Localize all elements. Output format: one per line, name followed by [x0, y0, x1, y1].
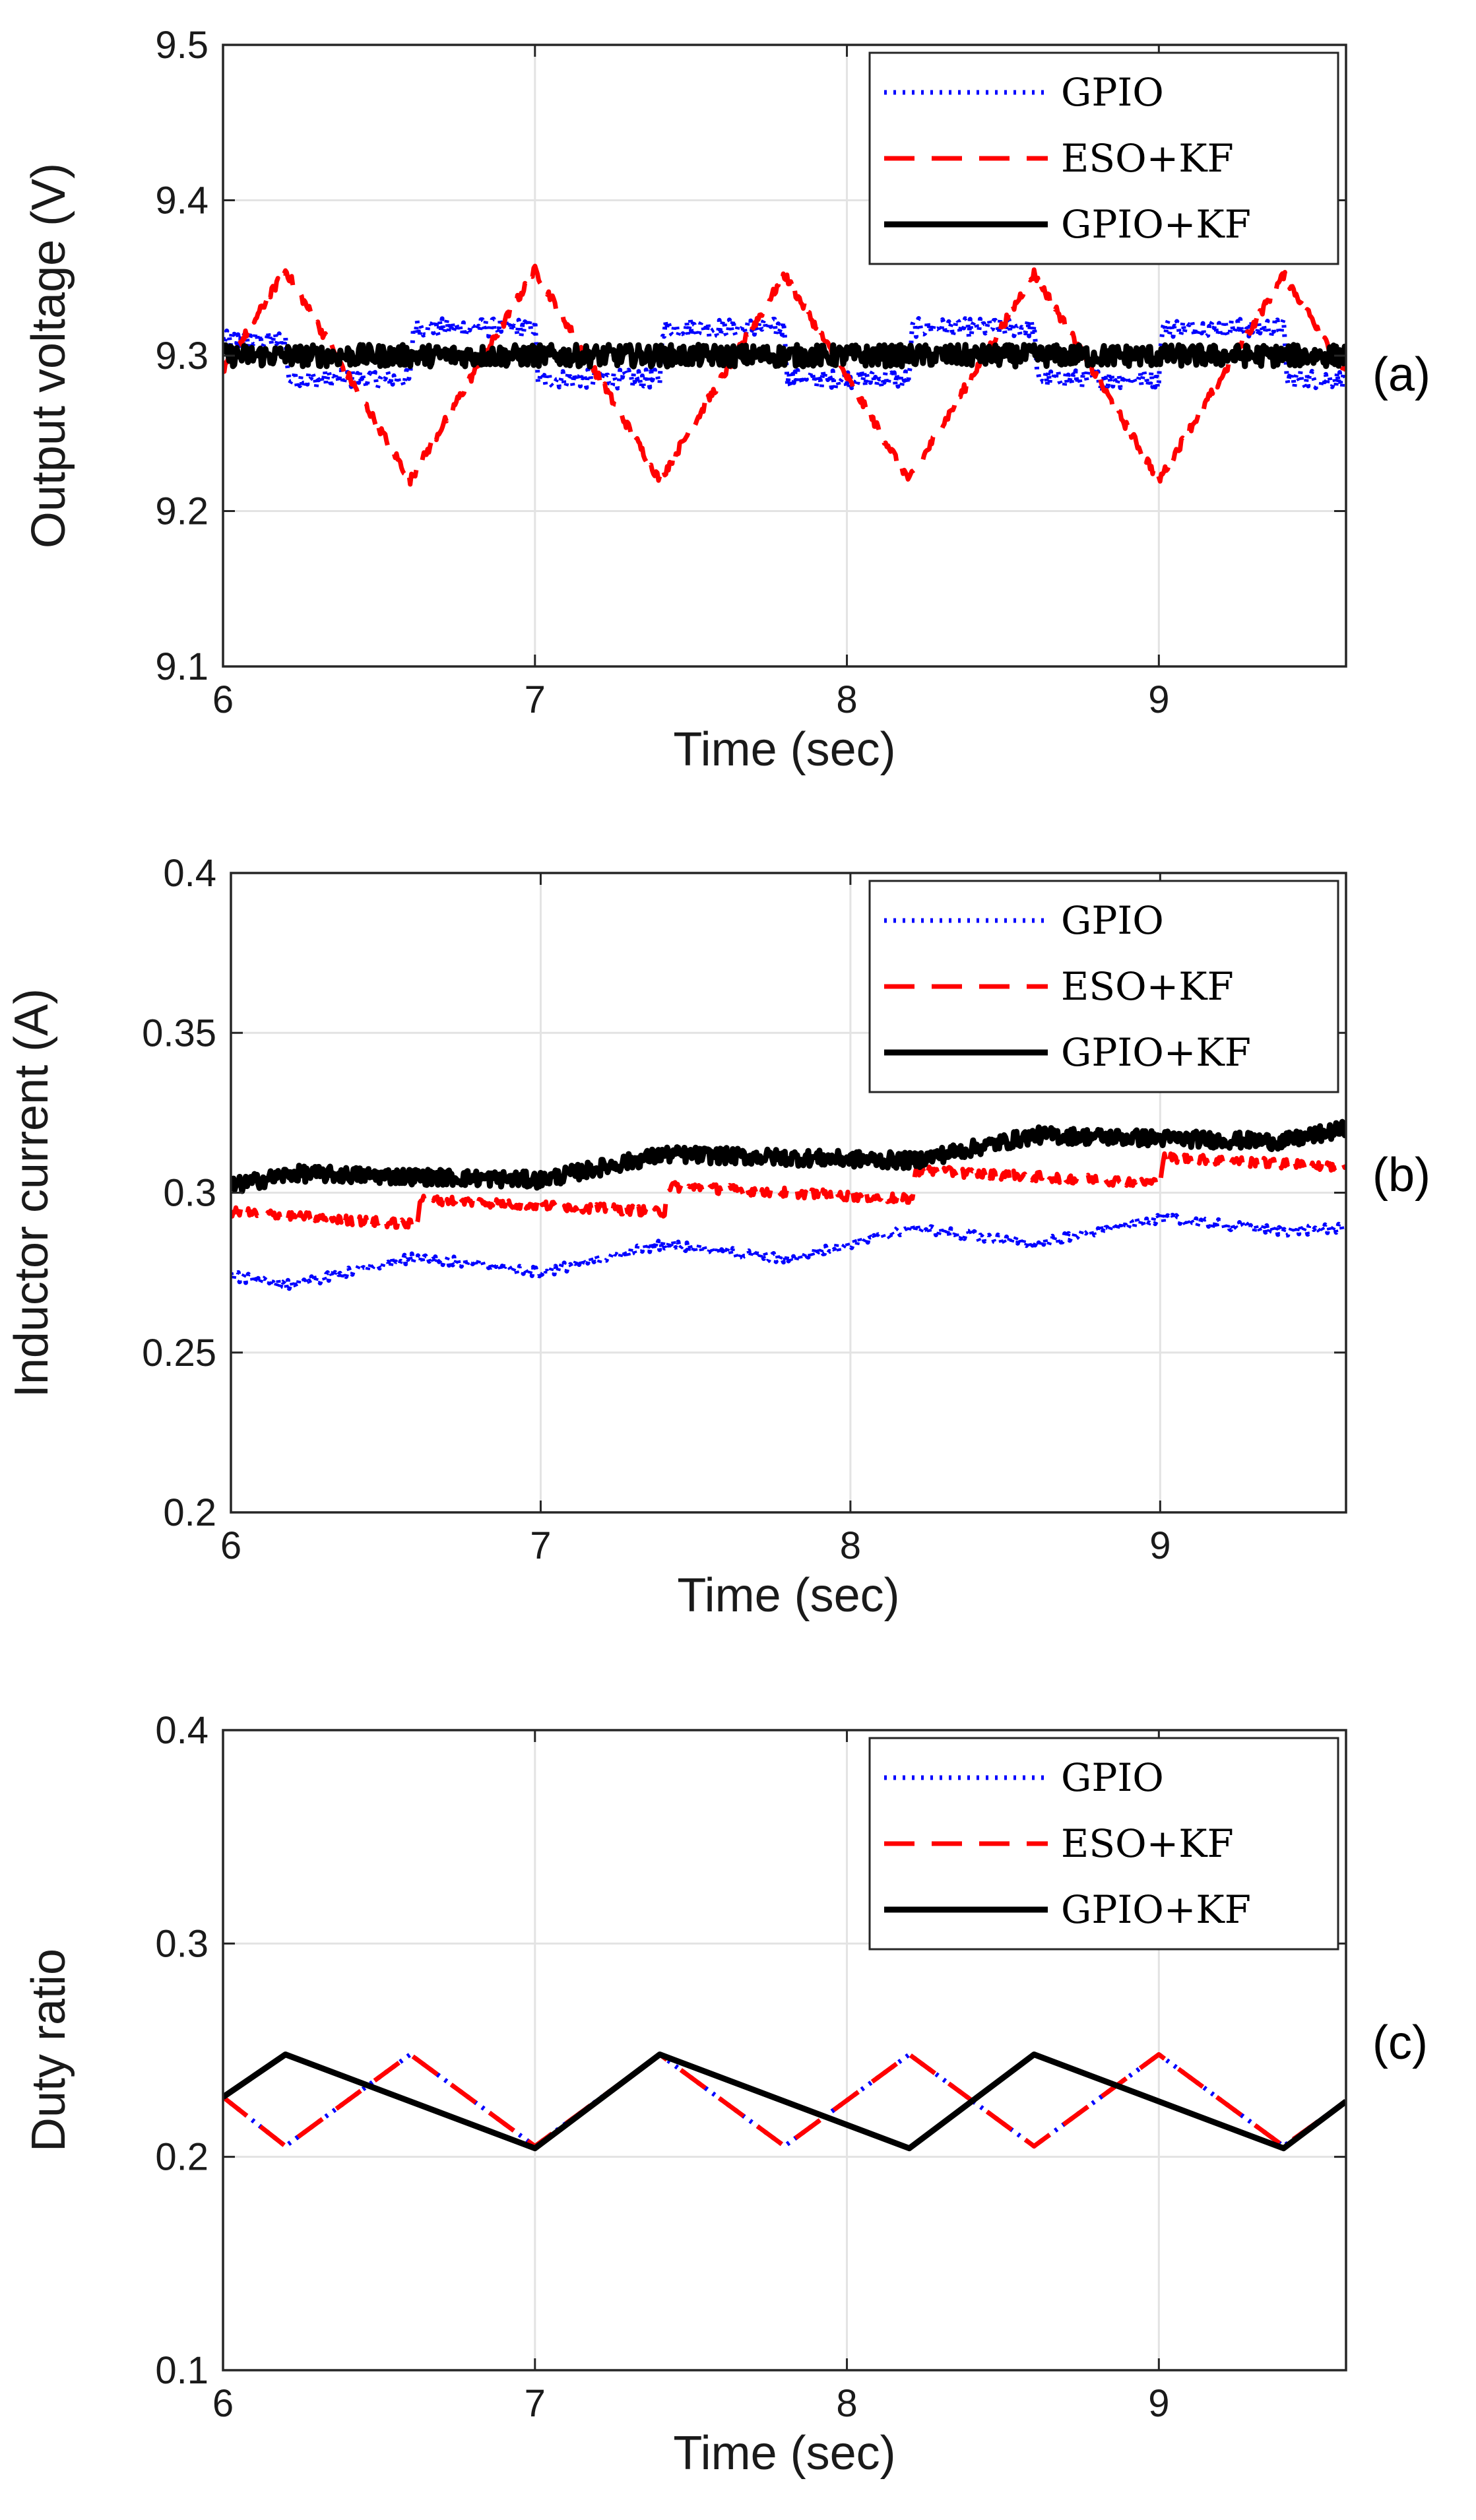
x-tick-label: 8 — [836, 2382, 857, 2425]
series-line-gpio — [231, 1211, 1346, 1291]
series-line-gpio-kf — [223, 342, 1346, 370]
y-tick-label: 0.35 — [142, 1012, 216, 1054]
chart-panel-1: 6 7 8 9 9.1 9.2 9.3 9.4 9.5 Time (sec) Output volt… — [22, 24, 1430, 776]
y-tick-label: 0.25 — [142, 1332, 216, 1374]
y-tick-label: 0.3 — [163, 1172, 216, 1215]
y-tick-label: 9.3 — [155, 335, 209, 377]
y-axis-title: Output voltage (V) — [22, 163, 75, 548]
y-axis-title: Duty ratio — [22, 1949, 75, 2152]
legend: GPIO ESO+KF GPIO+KF — [868, 1737, 1339, 1951]
legend-label: GPIO — [1061, 70, 1164, 115]
legend-label: GPIO+KF — [1061, 202, 1251, 247]
series-group — [223, 263, 1346, 487]
y-tick-label: 0.3 — [155, 1922, 209, 1965]
legend-label: GPIO+KF — [1061, 1887, 1251, 1932]
x-tick-label: 9 — [1149, 1524, 1171, 1567]
legend: GPIO ESO+KF GPIO+KF — [868, 51, 1339, 265]
panel-label: (a) — [1372, 348, 1430, 401]
series-line-gpio-kf — [231, 1118, 1346, 1194]
x-tick-label: 6 — [212, 2382, 234, 2425]
y-tick-label: 0.2 — [155, 2136, 209, 2179]
x-axis-title: Time (sec) — [677, 1569, 899, 1622]
legend: GPIO ESO+KF GPIO+KF — [868, 880, 1339, 1093]
y-axis-title: Inductor current (A) — [5, 988, 58, 1398]
y-tick-label: 0.1 — [155, 2349, 209, 2392]
legend-label: ESO+KF — [1061, 136, 1234, 181]
legend-label: ESO+KF — [1061, 964, 1234, 1009]
x-axis-title: Time (sec) — [673, 723, 895, 776]
panel-label: (b) — [1372, 1149, 1430, 1202]
x-axis-title: Time (sec) — [673, 2427, 895, 2480]
x-tick-label: 9 — [1148, 678, 1169, 721]
x-tick-label: 6 — [220, 1524, 241, 1567]
y-tick-label: 9.5 — [155, 24, 209, 67]
series-group — [231, 1118, 1346, 1291]
x-tick-label: 8 — [836, 678, 857, 721]
axes-box — [222, 1729, 1347, 2372]
y-tick-label: 0.4 — [163, 852, 216, 895]
y-tick-label: 0.4 — [155, 1709, 209, 1752]
x-tick-label: 7 — [530, 1524, 551, 1567]
x-tick-label: 7 — [525, 678, 546, 721]
series-line-eso-kf — [223, 263, 1346, 487]
chart-panel-2: 6 7 8 9 0.2 0.25 0.3 0.35 0.4 Time (sec) Inductor … — [5, 852, 1430, 1622]
series-line-eso-kf — [223, 2052, 1346, 2148]
series-line-gpio-kf — [223, 2052, 1346, 2152]
legend-label: ESO+KF — [1061, 1821, 1234, 1866]
x-tick-label: 7 — [525, 2382, 546, 2425]
panel-label: (c) — [1372, 2017, 1428, 2069]
legend-label: GPIO — [1061, 1755, 1164, 1800]
legend-label: GPIO+KF — [1061, 1030, 1251, 1075]
x-tick-label: 6 — [212, 678, 234, 721]
series-line-gpio — [223, 316, 1346, 391]
y-tick-label: 9.1 — [155, 645, 209, 688]
y-tick-label: 9.2 — [155, 490, 209, 533]
legend-label: GPIO — [1061, 898, 1164, 943]
y-tick-label: 9.4 — [155, 179, 209, 222]
x-tick-label: 8 — [840, 1524, 861, 1567]
y-tick-label: 0.2 — [163, 1491, 216, 1534]
chart-panel-3: 6 7 8 9 0.1 0.2 0.3 0.4 Time (sec) Duty ratio (c) G… — [22, 1709, 1428, 2480]
x-tick-label: 9 — [1148, 2382, 1169, 2425]
series-group — [223, 2052, 1346, 2152]
